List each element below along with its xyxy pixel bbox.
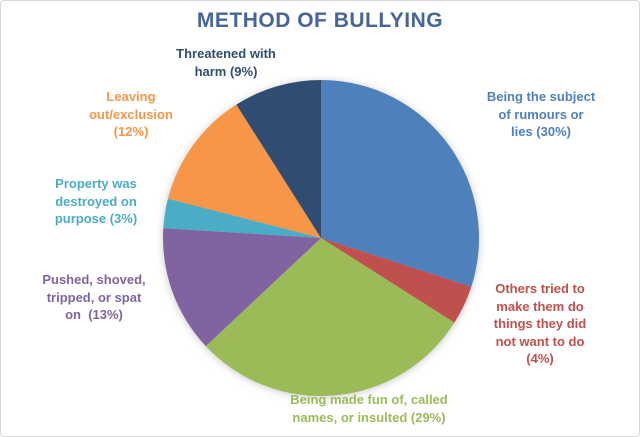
- pie-slice-pushed: [162, 228, 321, 347]
- slice-label-rumours: Being the subject of rumours or lies (30…: [486, 89, 596, 139]
- slice-label-exclusion: Leaving out/exclusion (12%): [89, 89, 173, 139]
- pie-slice-rumours: [321, 80, 480, 287]
- slice-label-made-fun: Being made fun of, called names, or insu…: [290, 392, 448, 425]
- pie-slice-property: [163, 198, 321, 238]
- pie-slice-made-fun: [205, 238, 455, 397]
- chart-title: METHOD OF BULLYING: [196, 9, 444, 32]
- pie-slice-exclusion: [167, 104, 321, 238]
- pie-slice-threatened: [236, 80, 321, 238]
- slice-label-others: Others tried to make them do things they…: [493, 281, 587, 366]
- slice-label-threatened: Threatened with harm (9%): [176, 46, 276, 79]
- slice-label-property: Property was destroyed on purpose (3%): [54, 176, 138, 226]
- pie-slice-others: [321, 238, 472, 323]
- slice-label-pushed: Pushed, shoved, tripped, or spat on (13%…: [42, 272, 146, 322]
